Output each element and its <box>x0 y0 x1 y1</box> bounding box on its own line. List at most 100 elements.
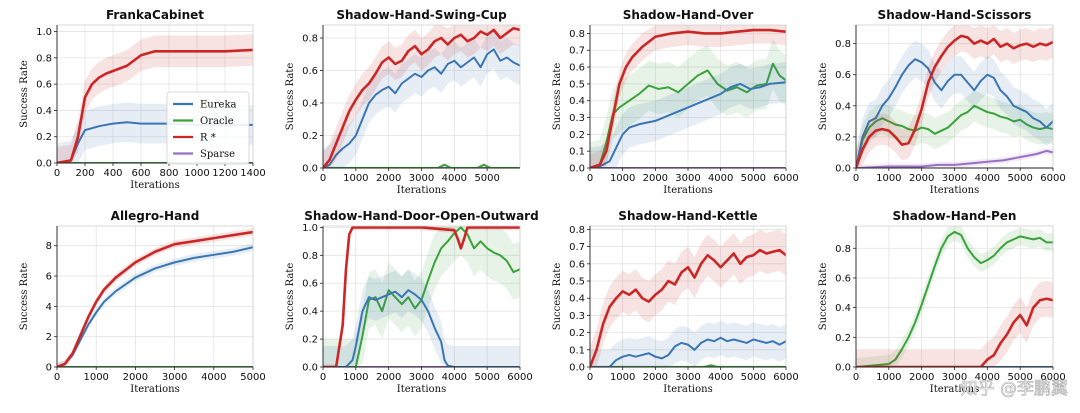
band-eureka <box>323 269 520 367</box>
y-tick-label: 0.0 <box>569 363 585 374</box>
x-tick-label: 4000 <box>975 173 1000 184</box>
series-group <box>856 226 1053 367</box>
y-tick-label: 0.3 <box>569 113 585 124</box>
x-tick-label: 1200 <box>212 168 237 179</box>
x-tick-label: 5000 <box>741 372 766 383</box>
series-line-r <box>57 230 253 367</box>
y-tick-label: 0.2 <box>569 130 585 141</box>
series-line-r <box>856 297 1053 367</box>
y-axis-label: Success Rate <box>552 63 563 131</box>
x-tick-label: 3000 <box>409 173 434 184</box>
panel-title: Shadow-Hand-Scissors <box>878 8 1032 22</box>
y-tick-label: 0.4 <box>569 294 585 305</box>
legend: Eureka Oracle R * Sparse <box>166 91 250 165</box>
x-tick-label: 4000 <box>975 372 1000 383</box>
legend-label-sparse: Sparse <box>200 149 235 160</box>
series-group <box>323 226 520 367</box>
x-tick-label: 2000 <box>376 372 401 383</box>
x-tick-label: 400 <box>103 168 122 179</box>
x-tick-label: 2000 <box>909 372 934 383</box>
y-tick-label: 0.0 <box>569 164 585 175</box>
series-line-eureka <box>323 289 520 367</box>
y-tick-label: 0.2 <box>569 328 585 339</box>
y-tick-label: 0 <box>46 363 52 374</box>
y-tick-label: 6 <box>46 272 52 283</box>
series-group <box>590 25 786 168</box>
legend-label-oracle: Oracle <box>200 116 234 127</box>
y-tick-label: 4 <box>46 302 52 313</box>
x-tick-label: 0 <box>320 173 326 184</box>
series-line-oracle <box>590 364 786 367</box>
x-tick-label: 5000 <box>1007 173 1032 184</box>
y-tick-label: 0.2 <box>302 335 318 346</box>
x-tick-label: 4000 <box>442 173 467 184</box>
panel-title: Shadow-Hand-Over <box>623 8 754 22</box>
y-tick-label: 0.6 <box>835 273 851 284</box>
x-tick-label: 2000 <box>123 372 148 383</box>
series-line-r <box>323 26 520 168</box>
panel-title: Shadow-Hand-Swing-Cup <box>336 8 507 22</box>
series-group <box>590 229 786 367</box>
panel-shadow-hand-kettle: 0 1000 2000 3000 4000 5000 6000 0.0 0.1 0.2 0.3 0.4… <box>552 209 799 395</box>
x-tick-label: 3000 <box>942 372 967 383</box>
x-tick-label: 5000 <box>474 372 499 383</box>
y-tick-label: 0.7 <box>569 46 585 57</box>
y-tick-label: 0.0 <box>36 159 52 170</box>
x-axis-label: Iterations <box>663 185 712 196</box>
x-tick-label: 2000 <box>643 173 668 184</box>
y-tick-label: 2 <box>46 332 52 343</box>
x-tick-label: 0 <box>587 173 593 184</box>
y-tick-label: 0.8 <box>835 244 851 255</box>
x-tick-label: 5000 <box>240 372 265 383</box>
x-tick-label: 5000 <box>741 173 766 184</box>
y-tick-label: 0.0 <box>302 164 318 175</box>
x-axis-label: Iterations <box>397 384 446 395</box>
panel-title: FrankaCabinet <box>106 8 204 22</box>
y-tick-label: 0.8 <box>569 225 585 236</box>
series-line-sparse <box>856 149 1053 168</box>
x-tick-label: 4000 <box>442 372 467 383</box>
x-tick-label: 4000 <box>708 173 733 184</box>
y-axis-label: Success Rate <box>552 263 563 331</box>
y-tick-label: 0.7 <box>569 242 585 253</box>
y-tick-label: 0.6 <box>302 279 318 290</box>
y-tick-label: 0.8 <box>835 39 851 50</box>
y-tick-label: 0.8 <box>569 29 585 40</box>
y-tick-label: 0.6 <box>569 63 585 74</box>
x-tick-label: 6000 <box>773 372 798 383</box>
x-axis-label: Iterations <box>130 384 179 395</box>
grid <box>322 25 520 169</box>
band-oracle <box>856 90 1053 168</box>
series-line-eureka <box>323 48 520 168</box>
panel-allegro-hand: 0 1000 2000 3000 4000 5000 0 2 4 6 8 Allegro-Hand It… <box>19 209 266 395</box>
panel-shadow-hand-door-open-outward: 0 1000 2000 3000 4000 5000 6000 0.0 0.2 0.4 0.6 0.8… <box>285 209 539 395</box>
x-tick-label: 3000 <box>162 372 187 383</box>
band-eureka <box>323 29 520 168</box>
series-line-r <box>590 28 786 168</box>
y-tick-label: 8 <box>46 241 52 252</box>
band-r <box>856 280 1053 367</box>
series-line-oracle <box>856 230 1053 367</box>
x-tick-label: 1000 <box>876 372 901 383</box>
x-tick-label: 0 <box>320 372 326 383</box>
y-axis-label: Success Rate <box>19 60 30 128</box>
x-axis-label: Iterations <box>930 384 979 395</box>
y-tick-label: 0.0 <box>835 363 851 374</box>
legend-label-eureka: Eureka <box>200 100 236 111</box>
y-tick-label: 0.8 <box>302 34 318 45</box>
y-tick-label: 0.4 <box>835 303 851 314</box>
x-tick-label: 6000 <box>1040 372 1065 383</box>
x-tick-label: 2000 <box>909 173 934 184</box>
y-axis-label: Success Rate <box>818 63 829 131</box>
y-tick-label: 0.1 <box>569 147 585 158</box>
x-tick-label: 6000 <box>507 372 532 383</box>
y-tick-label: 0.6 <box>302 66 318 77</box>
x-axis-label: Iterations <box>930 185 979 196</box>
plot-area <box>57 226 253 367</box>
y-tick-label: 0.5 <box>569 79 585 90</box>
series-line-oracle <box>856 104 1053 168</box>
series-line-eureka <box>590 81 786 168</box>
y-tick-label: 0.6 <box>36 80 52 91</box>
x-tick-label: 2000 <box>376 173 401 184</box>
x-tick-label: 1000 <box>610 372 635 383</box>
